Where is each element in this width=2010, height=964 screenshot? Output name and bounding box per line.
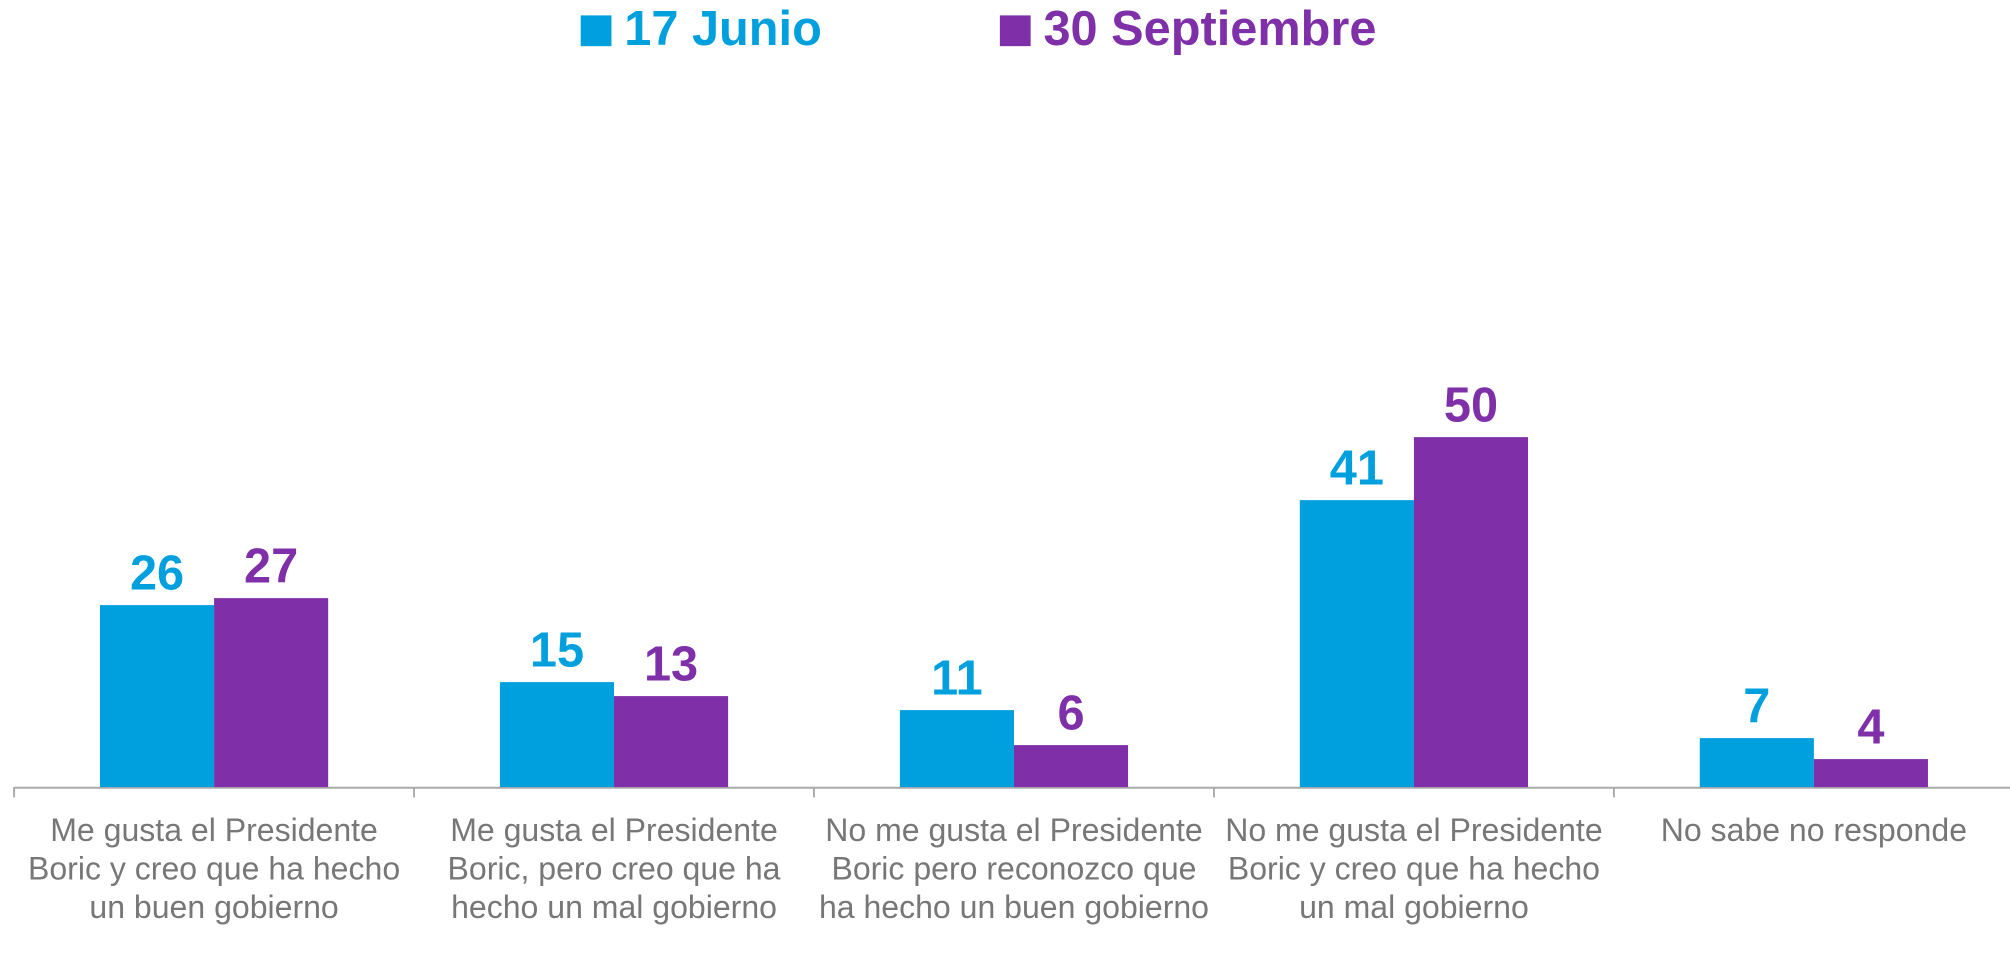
x-tick-label-line: Boric, pero creo que ha — [448, 850, 781, 886]
x-tick-label-line: Me gusta el Presidente — [50, 812, 378, 848]
value-label: 41 — [1330, 442, 1384, 496]
value-label: 27 — [244, 540, 298, 594]
x-tick-label-line: Me gusta el Presidente — [450, 812, 778, 848]
bar — [614, 696, 729, 788]
bar — [1699, 738, 1814, 788]
value-label: 11 — [931, 652, 982, 706]
bar — [99, 605, 215, 788]
bar — [1013, 745, 1129, 788]
x-tick-label-line: No me gusta el Presidente — [825, 812, 1202, 848]
x-tick-label-line: Boric y creo que ha hecho — [1228, 850, 1600, 886]
value-label: 26 — [130, 547, 184, 601]
legend-label: 30 Septiembre — [1043, 2, 1376, 56]
x-tick-label: Me gusta el Presidente Boric y creo que h… — [28, 812, 400, 925]
value-label: 13 — [644, 638, 698, 692]
value-label: 4 — [1857, 701, 1884, 755]
legend-label: 17 Junio — [624, 2, 822, 56]
bar — [899, 710, 1014, 788]
x-tick-label-line: No me gusta el Presidente — [1225, 812, 1602, 848]
x-tick-label-line: Boric y creo que ha hecho — [28, 850, 400, 886]
legend-swatch — [580, 15, 612, 47]
legend-swatch — [999, 15, 1031, 47]
value-label: 15 — [530, 624, 584, 678]
bar — [1299, 500, 1414, 788]
bar — [1813, 759, 1928, 788]
x-tick-label-line: ha hecho un buen gobierno — [819, 889, 1209, 925]
x-tick-label-line: hecho un mal gobierno — [451, 889, 777, 925]
x-tick-label-line: un buen gobierno — [89, 889, 338, 925]
x-tick-label-line: Boric pero reconozco que — [831, 850, 1196, 886]
value-label: 7 — [1743, 680, 1770, 734]
value-label: 50 — [1444, 379, 1498, 433]
bar — [499, 682, 615, 788]
x-tick-label: No me gusta el Presidente Boric y creo qu… — [1225, 812, 1602, 925]
x-tick-label-line: un mal gobierno — [1299, 889, 1529, 925]
x-tick-label: No me gusta el Presidente Boric pero reco… — [819, 812, 1209, 925]
bar — [214, 598, 329, 788]
x-tick-label-line: No sabe no responde — [1661, 812, 1967, 848]
value-label: 6 — [1057, 687, 1084, 741]
bar — [1413, 437, 1529, 788]
x-tick-label: Me gusta el Presidente Boric, pero creo q… — [448, 812, 781, 925]
x-tick-label: No sabe no responde — [1661, 812, 1967, 848]
